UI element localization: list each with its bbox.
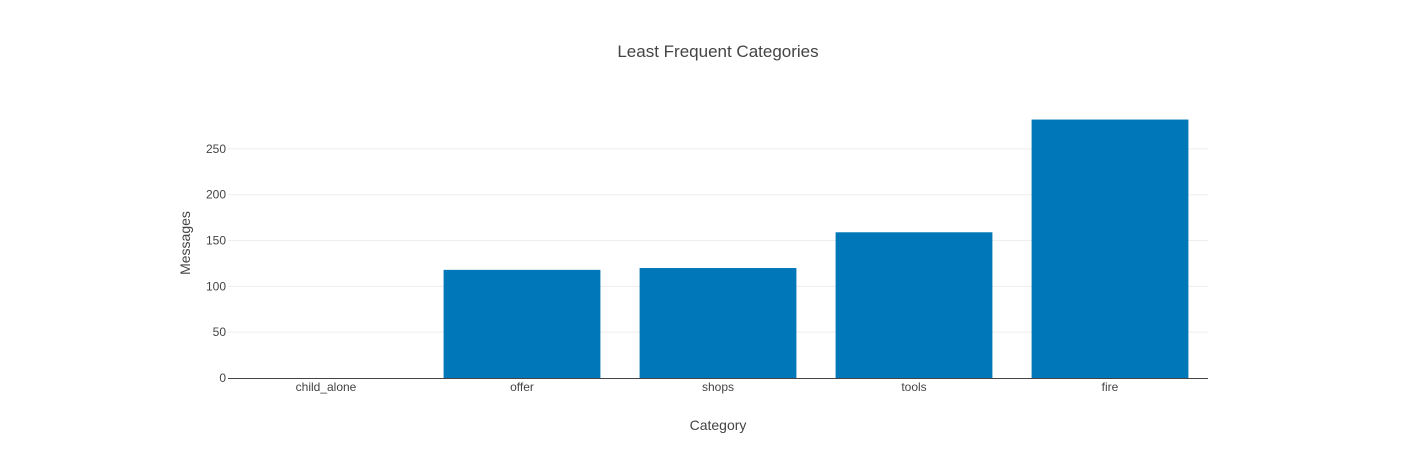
- x-tick-labels: child_alone offer shops tools fire: [296, 380, 1119, 394]
- bar-tools[interactable]: [835, 232, 993, 378]
- y-tick-label: 200: [206, 188, 226, 202]
- x-tick-label: child_alone: [296, 380, 357, 394]
- y-tick-label: 100: [206, 279, 226, 293]
- bar-fire[interactable]: [1031, 119, 1189, 378]
- bar-shops[interactable]: [639, 268, 797, 378]
- x-axis-title: Category: [690, 417, 747, 433]
- x-tick-label: tools: [901, 380, 926, 394]
- y-tick-labels: 0 50 100 150 200 250: [206, 142, 226, 385]
- x-tick-label: fire: [1102, 380, 1119, 394]
- y-tick-label: 0: [219, 371, 226, 385]
- y-axis-title: Messages: [177, 211, 193, 275]
- chart-title: Least Frequent Categories: [617, 42, 818, 61]
- y-tick-label: 50: [213, 325, 227, 339]
- bar-offer[interactable]: [443, 269, 601, 378]
- x-tick-label: shops: [702, 380, 734, 394]
- y-tick-label: 250: [206, 142, 226, 156]
- y-tick-label: 150: [206, 234, 226, 248]
- bars: [443, 119, 1189, 378]
- x-tick-label: offer: [510, 380, 534, 394]
